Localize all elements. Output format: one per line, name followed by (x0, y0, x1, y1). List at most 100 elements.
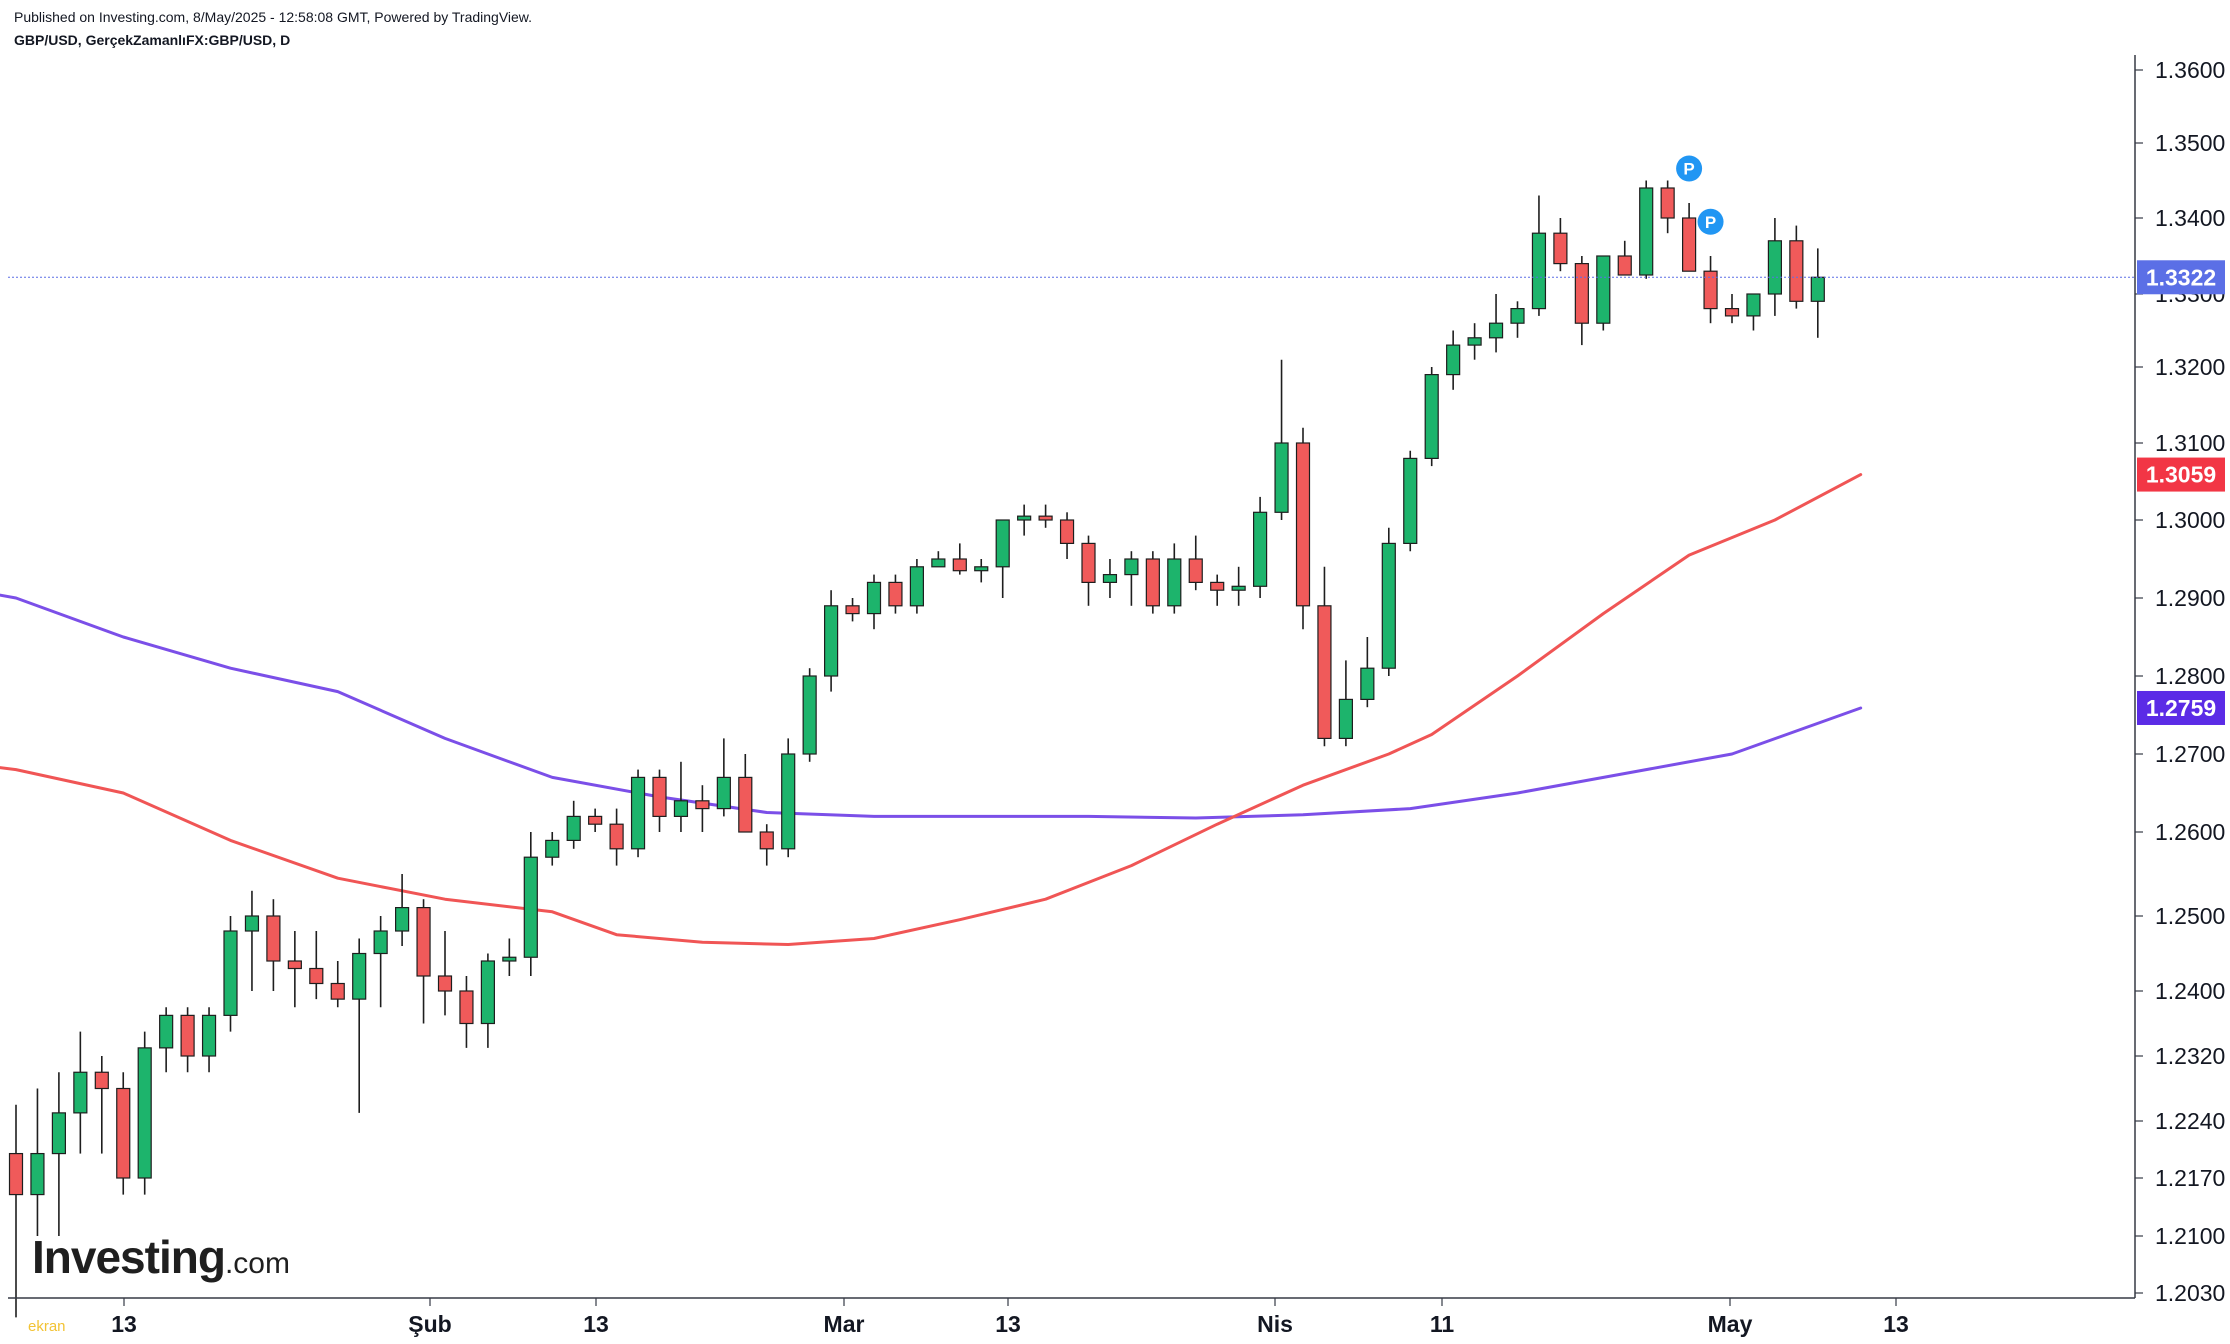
y-tick-label: 1.2240 (2155, 1108, 2225, 1134)
y-tick-label: 1.2600 (2155, 819, 2225, 845)
candle (1252, 496, 1268, 598)
candle-body (1124, 558, 1139, 576)
candle-body (695, 800, 710, 810)
candle (1488, 294, 1504, 353)
candle (609, 808, 624, 866)
candle-body (1381, 542, 1396, 669)
price-label-text: 1.3059 (2146, 462, 2216, 488)
candle-body (759, 831, 774, 850)
candle-body (609, 823, 624, 850)
candle-body (116, 1087, 131, 1179)
candle-body (94, 1071, 109, 1090)
candle (244, 890, 260, 991)
candle-body (1724, 308, 1740, 317)
candle-body (8, 1152, 24, 1196)
candle (866, 574, 882, 630)
candle-body (802, 675, 817, 755)
candle-body (909, 566, 925, 607)
candle-body (1403, 457, 1418, 544)
candle-body (952, 558, 967, 572)
y-tick-label: 1.3200 (2155, 354, 2225, 380)
p-marker: P (1697, 208, 1724, 235)
y-tick-label: 1.2400 (2155, 978, 2225, 1004)
candle (1059, 512, 1075, 559)
candle-body (137, 1047, 152, 1179)
candle-body (51, 1112, 67, 1155)
candle-body (566, 815, 581, 842)
candle-body (1574, 263, 1589, 324)
y-tick-label: 1.3600 (2155, 57, 2225, 83)
candle-body (1102, 573, 1118, 583)
candle-body (1681, 217, 1697, 272)
candle (1617, 240, 1632, 276)
candle (1446, 330, 1461, 390)
candle (738, 754, 753, 833)
candle (1574, 256, 1589, 346)
candle-body (781, 753, 796, 850)
candle (1553, 218, 1568, 272)
candle (1403, 450, 1418, 552)
candle (416, 899, 431, 1024)
candle (630, 769, 646, 858)
price-label: 1.3322 (2137, 260, 2225, 295)
candle-body (1789, 240, 1804, 302)
y-tick-label: 1.2030 (2155, 1280, 2225, 1306)
candle-body (1617, 255, 1632, 276)
candle-body (287, 960, 302, 970)
candle (1210, 574, 1225, 606)
candle (1810, 248, 1825, 338)
candle-body (201, 1014, 217, 1057)
candle (781, 738, 796, 858)
axes-layer: 1.36001.35001.34001.33001.32001.31001.30… (8, 55, 2225, 1337)
candle-body (1660, 187, 1675, 219)
candle (909, 559, 925, 614)
candle (1167, 543, 1182, 614)
x-tick-label: May (1708, 1311, 1753, 1337)
candle (1360, 637, 1375, 708)
candle (1145, 551, 1160, 614)
ma-purple-line (0, 593, 1863, 820)
candle (1681, 203, 1697, 272)
candle (566, 800, 581, 849)
candle (51, 1072, 67, 1236)
candle (673, 761, 689, 832)
candle-body (244, 915, 260, 932)
candle (1724, 294, 1740, 324)
candle (8, 1104, 24, 1318)
candle (1746, 293, 1761, 331)
price-label: 1.3059 (2137, 457, 2225, 492)
candle-body (888, 581, 903, 607)
candle-body (1274, 442, 1289, 513)
p-marker: P (1676, 155, 1703, 182)
candle-body (845, 605, 860, 615)
logo-name: Investing (32, 1231, 226, 1283)
markers-layer: PP (1676, 155, 1724, 235)
candle-body (1596, 255, 1611, 324)
y-tick-label: 1.2900 (2155, 585, 2225, 611)
y-tick-label: 1.3400 (2155, 205, 2225, 231)
candle (116, 1072, 131, 1195)
symbol-title: GBP/USD, GerçekZamanlıFX:GBP/USD, D (14, 32, 291, 48)
candle (1467, 323, 1482, 360)
candle-body (1038, 515, 1053, 521)
candle (395, 874, 410, 946)
price-label-box (2137, 457, 2225, 492)
candle (974, 559, 989, 583)
y-tick-label: 1.3000 (2155, 507, 2225, 533)
candle (523, 832, 538, 976)
candle (330, 961, 345, 1008)
candle (1102, 559, 1118, 598)
candle-body (995, 519, 1010, 568)
candle (695, 785, 710, 832)
p-marker-label: P (1683, 160, 1694, 179)
candle-body (974, 566, 989, 572)
candle (1338, 660, 1354, 747)
investing-logo: Investing.com (32, 1230, 290, 1284)
ekran-watermark: ekran (28, 1318, 66, 1335)
y-tick-label: 1.3500 (2155, 130, 2225, 156)
candle-body (1746, 293, 1761, 317)
x-tick-label: 11 (1430, 1311, 1455, 1337)
x-tick-label: Mar (824, 1311, 865, 1337)
candle (1424, 367, 1439, 467)
